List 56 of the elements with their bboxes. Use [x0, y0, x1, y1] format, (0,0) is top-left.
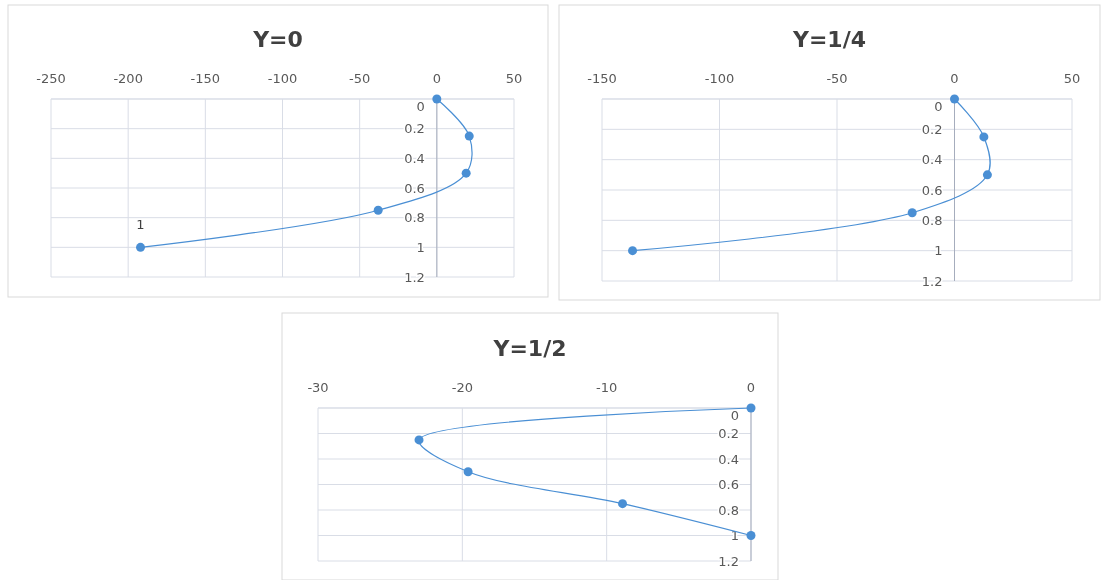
point — [414, 435, 424, 445]
point — [373, 205, 383, 215]
y-tick-label: 0.8 — [921, 212, 943, 228]
point — [907, 208, 917, 218]
x-tick-label: -10 — [596, 380, 618, 395]
point — [746, 403, 756, 413]
y-tick-label: 1.2 — [921, 273, 943, 289]
point — [618, 499, 628, 509]
point — [461, 168, 471, 178]
point — [432, 94, 442, 104]
point — [136, 242, 146, 252]
y-tick-label: 1 — [730, 528, 739, 544]
y-tick-label: 0.8 — [404, 210, 425, 226]
x-tick-label: 0 — [746, 380, 756, 395]
y-tick-label: 1 — [934, 243, 943, 259]
y-tick-label: 0.2 — [718, 426, 739, 442]
y-tick-label: 1.2 — [404, 269, 425, 285]
y-tick-label: 0.6 — [404, 180, 425, 196]
y-tick-label: 0 — [416, 98, 425, 114]
y-tick-label: 0 — [730, 407, 739, 423]
x-tick-label: -30 — [307, 380, 329, 395]
x-tick-label: -50 — [349, 71, 371, 86]
point — [463, 467, 473, 477]
chart-title: Y=1/2 — [492, 336, 567, 361]
y-tick-label: 0.4 — [404, 150, 425, 166]
point — [982, 170, 992, 180]
y-tick-label: 0 — [934, 98, 943, 114]
x-tick-label: -150 — [190, 71, 221, 86]
x-tick-label: -20 — [451, 380, 473, 395]
x-tick-label: -100 — [267, 71, 298, 86]
x-tick-label: -150 — [587, 71, 617, 86]
y-tick-label: 0.2 — [921, 121, 943, 137]
chart-title: Y=0 — [252, 27, 303, 52]
y-tick-label: 1 — [416, 239, 425, 255]
x-tick-label: 0 — [950, 71, 959, 86]
y-tick-label: 1.2 — [718, 553, 739, 569]
point — [746, 531, 756, 540]
x-tick-label: -100 — [704, 71, 735, 86]
point — [979, 132, 989, 142]
annotation: 1 — [136, 217, 145, 233]
point — [950, 94, 959, 104]
x-tick-label: -200 — [113, 71, 143, 86]
point — [628, 246, 638, 256]
chart-title: Y=1/4 — [791, 27, 867, 52]
point — [464, 131, 474, 141]
y-tick-label: 0.6 — [718, 477, 739, 493]
y-tick-label: 0.4 — [718, 451, 739, 467]
y-tick-label: 0.8 — [718, 502, 739, 518]
x-tick-label: -250 — [36, 71, 66, 86]
x-tick-label: -50 — [826, 71, 848, 86]
x-tick-label: 50 — [1063, 71, 1081, 86]
y-tick-label: 0.2 — [404, 121, 425, 137]
x-tick-label: 0 — [432, 71, 441, 86]
y-tick-label: 0.6 — [921, 182, 943, 198]
y-tick-label: 0.4 — [921, 152, 943, 168]
x-tick-label: 50 — [505, 71, 523, 86]
